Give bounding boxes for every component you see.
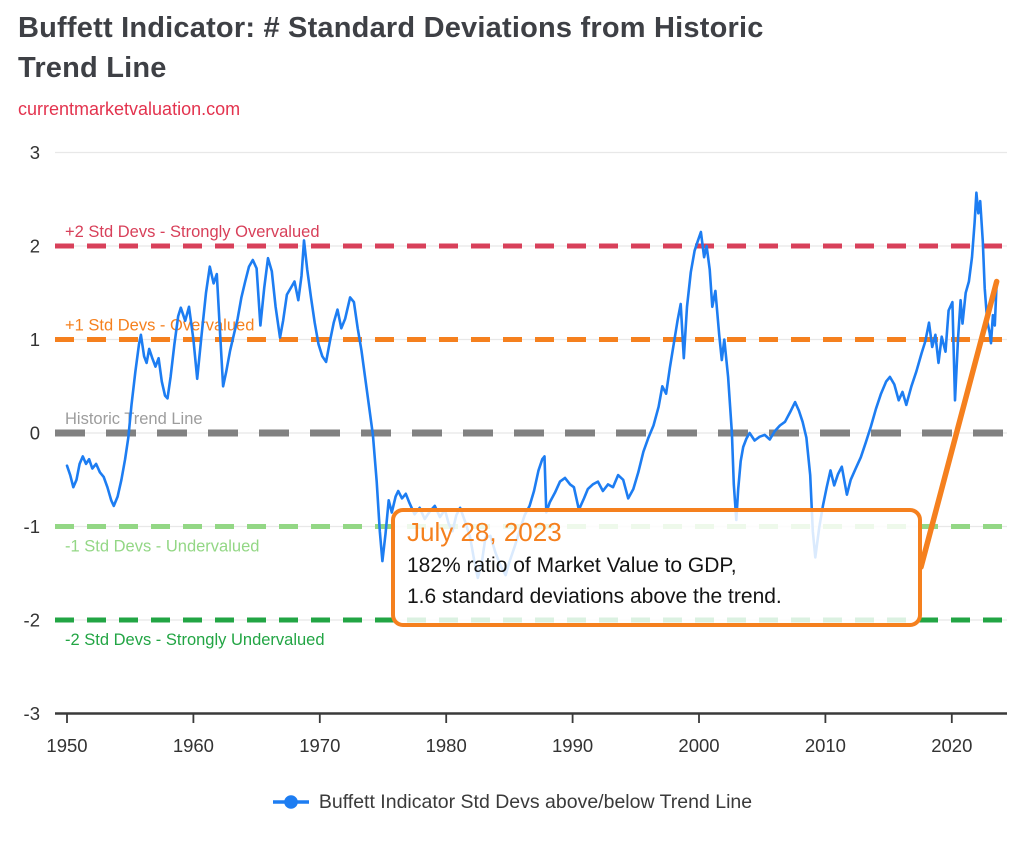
legend: Buffett Indicator Std Devs above/below T… [0, 786, 1024, 818]
annotation-callout: July 28, 2023 182% ratio of Market Value… [391, 508, 922, 627]
series-marker-icon [272, 795, 309, 809]
x-tick-label: 1980 [426, 735, 467, 756]
y-tick-label: 0 [30, 423, 40, 444]
legend-marker-dot [284, 795, 298, 809]
source-link[interactable]: currentmarketvaluation.com [18, 99, 241, 119]
annotation-stddev-text: 1.6 standard deviations above the trend. [407, 585, 782, 608]
x-tick-label: 1950 [46, 735, 87, 756]
x-tick-label: 1990 [552, 735, 593, 756]
threshold-label: -1 Std Devs - Undervalued [65, 538, 259, 556]
x-tick-label: 1970 [299, 735, 340, 756]
threshold-label: -2 Std Devs - Strongly Undervalued [65, 631, 325, 649]
x-tick-label: 1960 [173, 735, 214, 756]
page-title: Buffett Indicator: # Standard Deviations… [18, 8, 958, 88]
annotation-date: July 28, 2023 [407, 517, 562, 547]
y-tick-label: -1 [24, 516, 40, 537]
x-tick-label: 2000 [678, 735, 719, 756]
legend-label: Buffett Indicator Std Devs above/below T… [318, 790, 753, 813]
x-tick-label: 2010 [805, 735, 846, 756]
threshold-label: Historic Trend Line [65, 410, 203, 428]
page-title-line-1: Buffett Indicator: # Standard Deviations… [18, 12, 764, 44]
indicator-series-line [65, 191, 999, 580]
y-tick-label: 3 [30, 142, 40, 163]
y-tick-label: -3 [24, 703, 40, 724]
page-title-line-2: Trend Line [18, 52, 167, 84]
threshold-label: +1 Std Devs - Overvalued [65, 317, 254, 335]
y-tick-label: 1 [30, 329, 40, 350]
y-tick-label: 2 [30, 236, 40, 257]
y-tick-label: -2 [24, 610, 40, 631]
x-tick-label: 2020 [931, 735, 972, 756]
threshold-label: +2 Std Devs - Strongly Overvalued [65, 223, 320, 241]
annotation-ratio-text: 182% ratio of Market Value to GDP, [407, 554, 737, 577]
